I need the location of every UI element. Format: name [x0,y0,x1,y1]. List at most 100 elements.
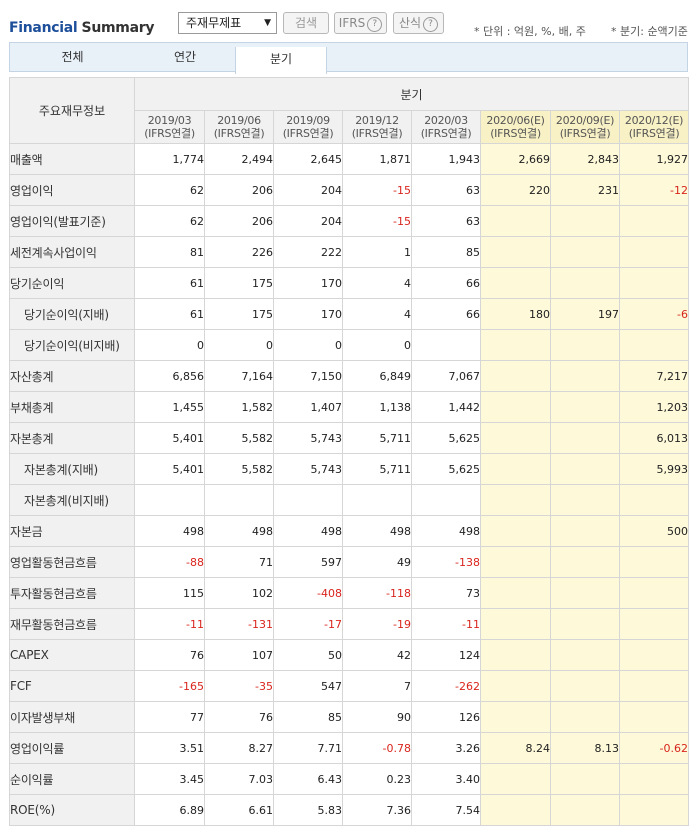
table-cell: 77 [134,701,205,733]
table-cell [550,577,620,609]
table-cell [619,329,689,361]
table-row: 이자발생부채 77 76 85 90 126 [9,701,689,733]
table-cell [619,794,689,826]
table-row: 세전계속사업이익 81 226 222 1 85 [9,236,689,268]
tab-annual[interactable]: 연간 [173,50,197,64]
row-label: 자본총계(비지배) [9,484,135,516]
table-cell [550,360,620,392]
column-basis: (IFRS연결) [351,127,403,140]
column-header: 2019/09 (IFRS연결) [273,110,343,144]
table-cell [480,763,551,795]
table-cell [550,205,620,237]
row-label: FCF [9,670,135,702]
table-cell: -11 [134,608,205,640]
row-label: 이자발생부채 [9,701,135,733]
table-cell: 7,217 [619,360,689,392]
table-cell: 115 [134,577,205,609]
header: Financial Summary 주재무제표 ▼ 검색 IFRS? 산식? *… [0,0,697,42]
table-cell [480,639,551,671]
formula-button[interactable]: 산식? [393,12,444,34]
row-label: 부채총계 [9,391,135,423]
title-part-financial: Financial [9,20,78,36]
table-cell: 1,774 [134,143,205,175]
table-cell [480,329,551,361]
table-cell [480,360,551,392]
row-label: 당기순이익(비지배) [9,329,135,361]
page-title: Financial Summary [9,20,154,36]
table-cell: 4 [342,267,412,299]
table-cell: 498 [204,515,274,547]
table-cell [619,763,689,795]
column-basis: (IFRS연결) [213,127,265,140]
period-tabs: 전체 연간 분기 [9,42,688,74]
table-cell: 500 [619,515,689,547]
table-group-label: 분기 [134,77,689,111]
table-cell: -0.78 [342,732,412,764]
row-label: 순이익률 [9,763,135,795]
table-cell: 231 [550,174,620,206]
table-row: 영업이익률 3.51 8.27 7.71 -0.78 3.26 8.24 8.13 -0.62 [9,732,689,764]
table-row: 자본금 498 498 498 498 498 500 [9,515,689,547]
table-cell: 2,494 [204,143,274,175]
table-cell: 1,943 [411,143,481,175]
table-cell: 5,401 [134,453,205,485]
table-row: CAPEX 76 107 50 42 124 [9,639,689,671]
table-cell: 8.24 [480,732,551,764]
column-period: 2019/03 [147,114,192,127]
table-row: 매출액 1,774 2,494 2,645 1,871 1,943 2,669 2,843 1,… [9,143,689,175]
table-cell: 6.43 [273,763,343,795]
ifrs-button[interactable]: IFRS? [334,12,387,34]
table-cell: 42 [342,639,412,671]
statement-select[interactable]: 주재무제표 ▼ [178,12,277,34]
table-cell: 3.40 [411,763,481,795]
table-cell [619,205,689,237]
table-row: 투자활동현금흐름 115 102 -408 -118 73 [9,577,689,609]
column-header: 2020/03 (IFRS연결) [411,110,481,144]
table-cell: 76 [204,701,274,733]
table-cell: 6.61 [204,794,274,826]
table-cell [480,608,551,640]
row-label: 자산총계 [9,360,135,392]
table-cell [411,329,481,361]
table-cell: 85 [273,701,343,733]
column-period: 2020/09(E) [555,114,615,127]
table-cell: 5,582 [204,422,274,454]
table-cell: 226 [204,236,274,268]
table-row: 자본총계 5,401 5,582 5,743 5,711 5,625 6,013 [9,422,689,454]
table-cell: 498 [411,515,481,547]
row-label: 재무활동현금흐름 [9,608,135,640]
column-basis: (IFRS연결) [420,127,472,140]
row-label: 당기순이익 [9,267,135,299]
column-header: 2020/12(E) (IFRS연결) [619,110,689,144]
table-cell [480,577,551,609]
statement-select-value: 주재무제표 [186,16,242,30]
table-cell: 7,067 [411,360,481,392]
table-cell: -12 [619,174,689,206]
column-basis: (IFRS연결) [628,127,680,140]
table-cell: 180 [480,298,551,330]
row-label: CAPEX [9,639,135,671]
table-cell [550,515,620,547]
table-cell: 90 [342,701,412,733]
table-cell: 7 [342,670,412,702]
column-period: 2019/06 [217,114,261,127]
tab-quarterly[interactable]: 분기 [235,47,327,74]
table-cell [480,701,551,733]
row-label: 자본총계 [9,422,135,454]
formula-label: 산식 [398,16,422,30]
table-cell: 0 [134,329,205,361]
table-cell: 61 [134,298,205,330]
table-cell: 7,150 [273,360,343,392]
table-cell: 5,582 [204,453,274,485]
column-basis: (IFRS연결) [282,127,334,140]
table-cell: -11 [411,608,481,640]
row-label: 투자활동현금흐름 [9,577,135,609]
dropdown-arrow-icon: ▼ [264,18,271,28]
table-cell [273,484,343,516]
tab-all[interactable]: 전체 [61,50,84,64]
search-button[interactable]: 검색 [283,12,329,34]
table-cell: -408 [273,577,343,609]
table-corner-label: 주요재무정보 [9,77,135,144]
table-cell [134,484,205,516]
table-cell: 1,203 [619,391,689,423]
